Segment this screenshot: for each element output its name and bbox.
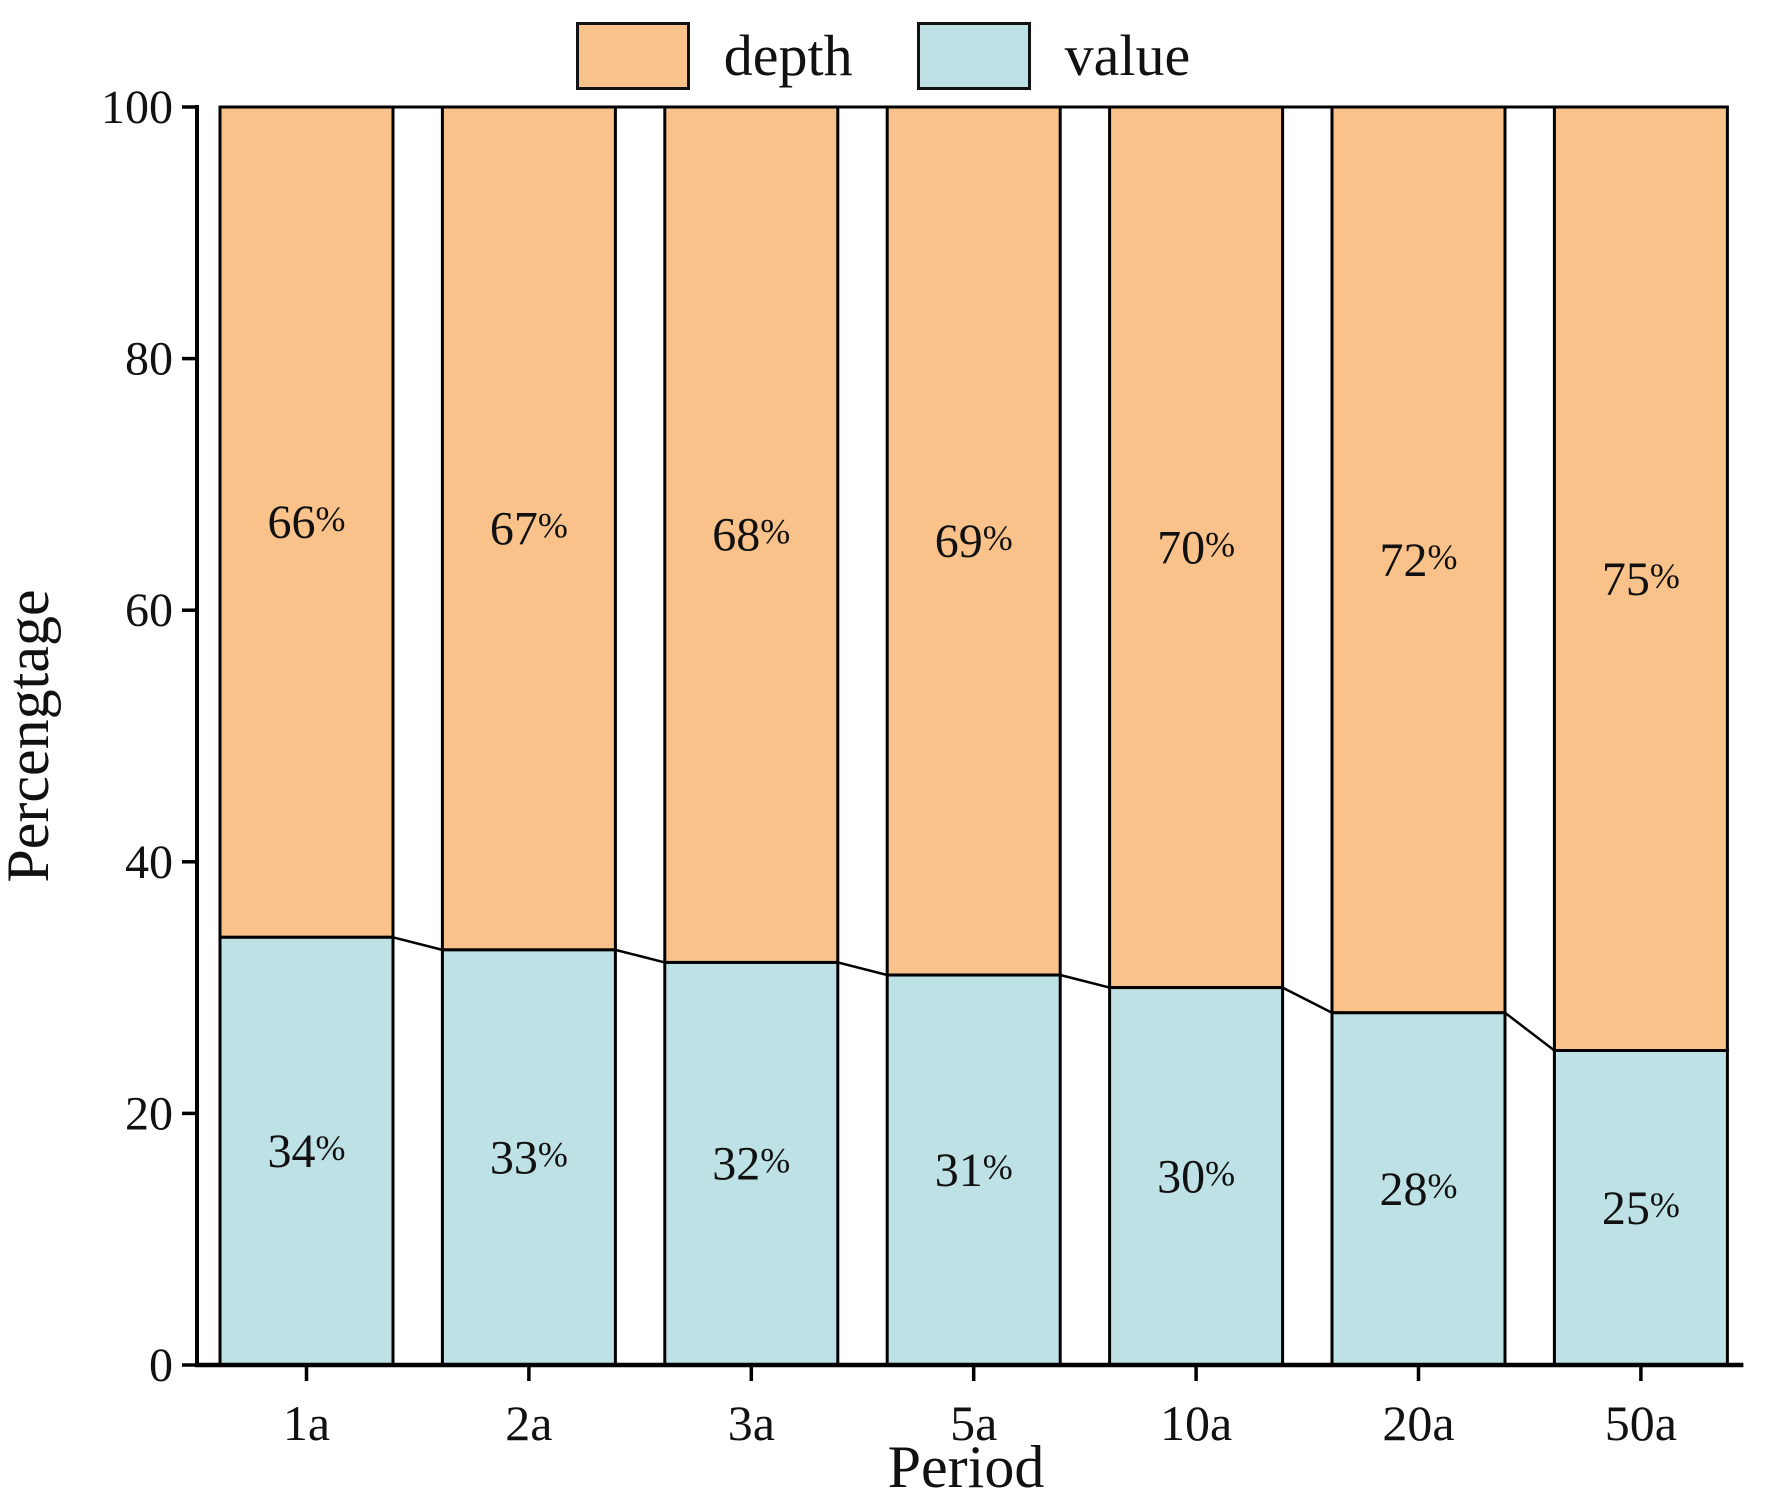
y-tick-label: 100 [101, 81, 173, 134]
depth-percent-label-10a: 70% [1157, 521, 1235, 574]
bar-segment-value-2a [440, 948, 617, 1367]
connector-line [1059, 973, 1110, 989]
x-tick-label: 3a [728, 1395, 775, 1451]
legend-swatch-depth-icon [575, 22, 690, 90]
x-axis-title: Period [888, 1434, 1045, 1500]
depth-percent-label-3a: 68% [712, 509, 790, 562]
bar-segment-value-20a [1330, 1011, 1507, 1367]
y-tick-label: 60 [125, 584, 173, 637]
x-tick-label: 10a [1160, 1395, 1232, 1451]
legend-label-depth: depth [723, 23, 853, 88]
legend-item-value: value [916, 22, 1191, 90]
bar-segment-depth-50a [1552, 105, 1729, 1052]
bar-segment-value-5a [885, 973, 1062, 1367]
legend-label-value: value [1064, 23, 1191, 88]
x-tick-label: 5a [950, 1395, 997, 1451]
depth-percent-label-5a: 69% [935, 515, 1013, 568]
bar-labels-layer: 66% 34% 67% 33% 68% 32% 69% 31% 70% 30% 72% 28% 75% 2… [268, 496, 1680, 1235]
bar-segment-value-3a [663, 960, 840, 1367]
connector-line [837, 961, 888, 977]
value-percent-label-2a: 33% [490, 1131, 568, 1184]
x-tick-label: 2a [505, 1395, 552, 1451]
connector-line [392, 936, 443, 952]
value-percent-label-5a: 31% [935, 1144, 1013, 1197]
legend-swatch-value-icon [916, 22, 1031, 90]
connector-line [1504, 1011, 1556, 1052]
depth-percent-label-2a: 67% [490, 502, 568, 555]
y-axis-title: Percengtage [0, 589, 61, 882]
axes-layer: 0 20 40 60 80 100 1a 2a 3a 5a 10a 20a 50a [101, 81, 1744, 1451]
depth-percent-label-1a: 66% [268, 496, 346, 549]
x-tick-label: 20a [1382, 1395, 1454, 1451]
y-tick-label: 80 [125, 333, 173, 386]
value-percent-label-3a: 32% [712, 1138, 790, 1191]
x-tick-label: 50a [1605, 1395, 1677, 1451]
value-percent-label-50a: 25% [1602, 1182, 1680, 1235]
connector-lines-layer [220, 105, 1728, 1052]
bar-segment-depth-20a [1330, 105, 1507, 1015]
legend-item-depth: depth [575, 22, 853, 90]
value-percent-label-1a: 34% [268, 1125, 346, 1178]
bar-segment-value-50a [1552, 1049, 1729, 1367]
bar-segment-value-10a [1108, 986, 1285, 1367]
depth-percent-label-50a: 75% [1602, 553, 1680, 606]
bar-segment-value-1a [218, 935, 395, 1367]
value-percent-label-10a: 30% [1157, 1150, 1235, 1203]
bar-segment-depth-1a [218, 105, 395, 939]
connector-line [615, 948, 666, 964]
y-tick-label: 40 [125, 836, 173, 889]
y-tick-label: 20 [125, 1087, 173, 1140]
y-tick-label: 0 [149, 1339, 173, 1392]
bars-layer [218, 105, 1729, 1367]
bar-segment-depth-3a [663, 105, 840, 964]
legend: depth value [0, 10, 1766, 102]
depth-percent-label-20a: 72% [1380, 534, 1458, 587]
value-percent-label-20a: 28% [1380, 1163, 1458, 1216]
connector-line [1282, 986, 1333, 1014]
x-tick-label: 1a [283, 1395, 330, 1451]
